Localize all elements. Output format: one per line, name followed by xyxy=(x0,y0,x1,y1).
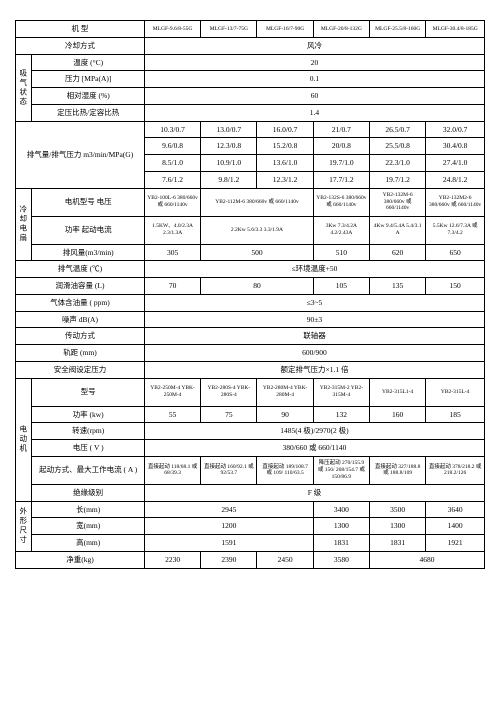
model-4: MLGF-20/8-132G xyxy=(313,21,369,38)
dims-label: 外形尺寸 xyxy=(18,507,28,545)
heat-label: 定压比热/定容比热 xyxy=(32,104,145,121)
pressure-label: 压力 [MPa(A)] xyxy=(32,71,145,88)
model-5: MLGF-25.5/8-160G xyxy=(370,21,426,38)
temp-label: 温度 (°C) xyxy=(32,54,145,71)
gauge-label: 轨距 (mm) xyxy=(16,345,145,362)
noise-label: 噪声 dB(A) xyxy=(16,311,145,328)
power-label: 功率 (kw) xyxy=(32,406,145,423)
heat-value: 1.4 xyxy=(144,104,484,121)
motor-section-label: 电动机 xyxy=(18,425,28,454)
fan-label: 冷却电扇 xyxy=(18,205,28,243)
motor-model-label: 电机型号 电压 xyxy=(32,188,145,216)
temp-value: 20 xyxy=(144,54,484,71)
exhaust-temp-value: ≤环境温度+50 xyxy=(144,261,484,278)
oil-cap-label: 润滑油容量 (L) xyxy=(16,278,145,295)
model-3: MLGF-16/7-90G xyxy=(257,21,313,38)
safety-label: 安全阀设定压力 xyxy=(16,361,145,378)
exhaust-pressure-label: 排气量/排气压力 m3/min/MPa(G) xyxy=(16,121,145,188)
voltage-label: 电压 ( V ) xyxy=(32,440,145,457)
width-label: 宽(mm) xyxy=(32,518,145,535)
intake-label: 吸气状态 xyxy=(18,69,28,107)
motor-no-label: 型号 xyxy=(32,378,145,406)
model-label: 机 型 xyxy=(16,21,145,38)
spec-table: 机 型 MLGF-9.6/8-55G MLGF-13/7-75G MLGF-16… xyxy=(15,20,485,569)
humidity-value: 60 xyxy=(144,88,484,105)
model-2: MLGF-13/7-75G xyxy=(201,21,257,38)
length-label: 长(mm) xyxy=(32,501,145,518)
airvol-label: 排风量(m3/min) xyxy=(32,244,145,261)
height-label: 高(mm) xyxy=(32,535,145,552)
exhaust-temp-label: 排气温度 (℃) xyxy=(16,261,145,278)
cooling-value: 风冷 xyxy=(144,37,484,54)
power-current-label: 功率 起动电流 xyxy=(32,216,145,244)
pressure-value: 0.1 xyxy=(144,71,484,88)
model-1: MLGF-9.6/8-55G xyxy=(144,21,200,38)
speed-label: 转速(rpm) xyxy=(32,423,145,440)
oil-content-label: 气体含油量 ( ppm) xyxy=(16,294,145,311)
model-6: MLGF-30.4/8-185G xyxy=(426,21,485,38)
humidity-label: 相对湿度 (%) xyxy=(32,88,145,105)
start-current-label: 起动方式、最大工作电流 ( A ) xyxy=(32,456,145,484)
weight-label: 净重(kg) xyxy=(16,551,145,568)
drive-label: 传动方式 xyxy=(16,328,145,345)
cooling-label: 冷却方式 xyxy=(16,37,145,54)
insulation-label: 绝缘级别 xyxy=(32,484,145,501)
